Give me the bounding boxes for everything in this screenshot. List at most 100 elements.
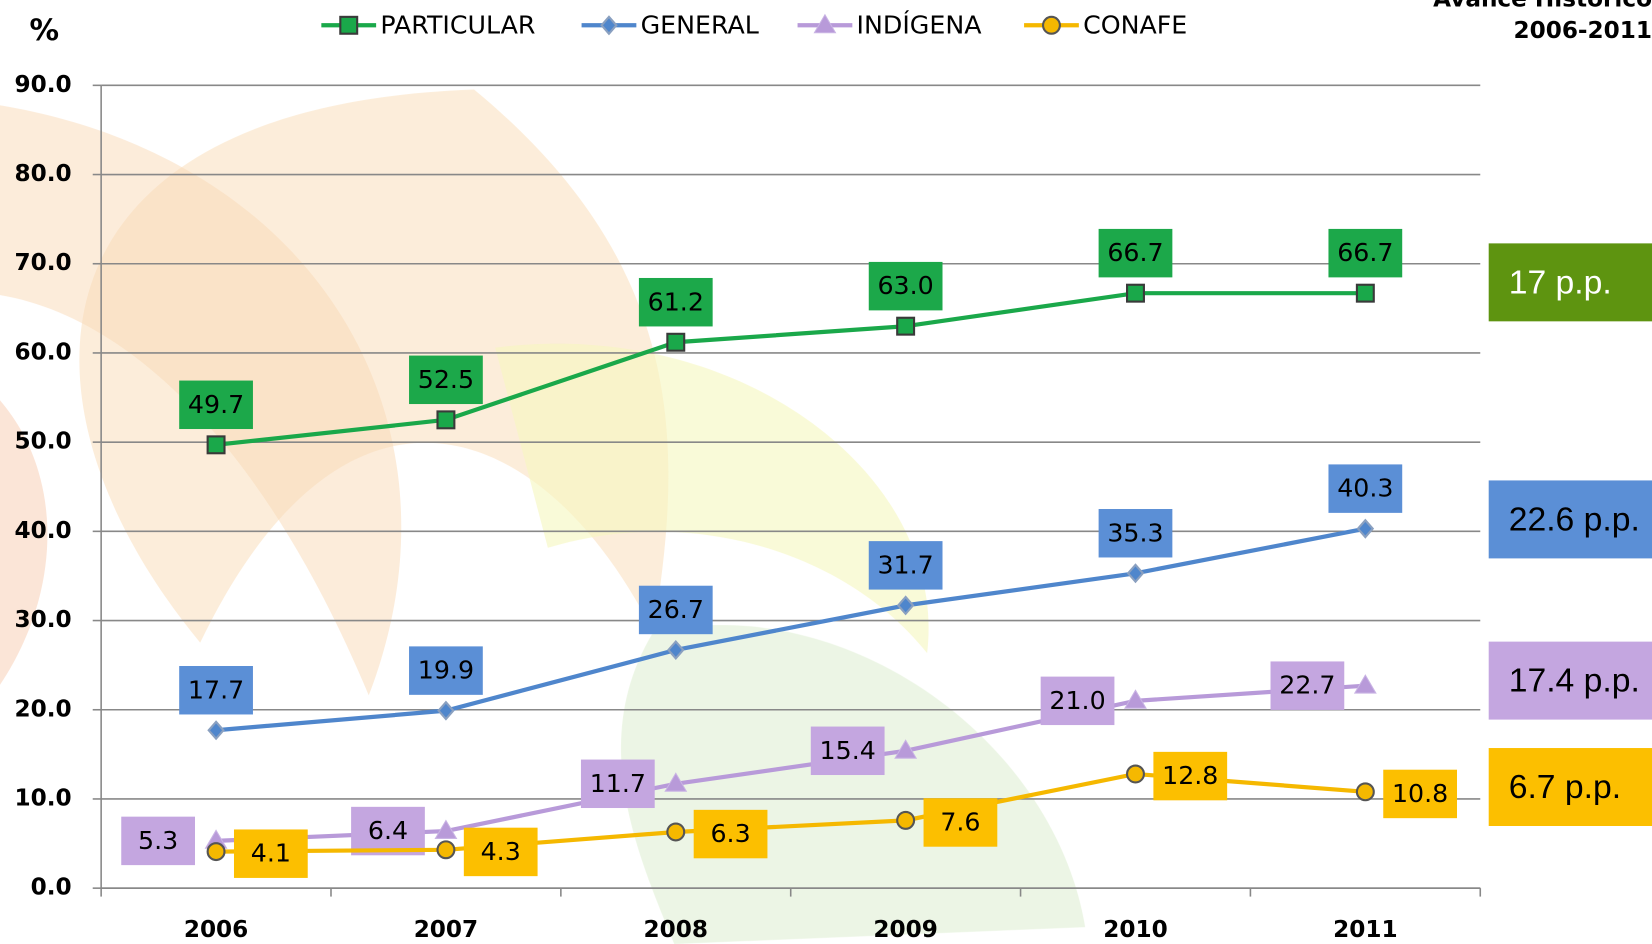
data-label-box xyxy=(923,798,998,847)
annotation-box xyxy=(1488,748,1652,826)
data-label: 5.3 xyxy=(138,826,178,855)
data-label: 40.3 xyxy=(1337,474,1393,503)
data-label-box xyxy=(1098,509,1173,558)
data-label-box xyxy=(810,726,885,776)
data-label-box xyxy=(693,809,768,859)
series: 17.7 19.9 26.7 31.7 35.3 40.3 xyxy=(179,464,1403,741)
y-tick-label: 60.0 xyxy=(15,338,72,365)
data-label: 61.2 xyxy=(648,287,704,316)
data-label-box xyxy=(1383,769,1458,819)
point xyxy=(434,819,458,839)
y-axis-label: % xyxy=(30,13,60,47)
data-label: 4.3 xyxy=(481,837,521,866)
point xyxy=(666,332,686,352)
annotation: 17 p.p. xyxy=(1509,263,1612,301)
series: 4.1 4.3 6.3 7.6 12.8 10.8 xyxy=(206,751,1458,878)
legend-label: GENERAL xyxy=(641,10,759,39)
data-label-box xyxy=(868,541,943,590)
data-label-box xyxy=(121,816,195,866)
point xyxy=(1126,563,1145,584)
point xyxy=(437,700,455,721)
point xyxy=(896,316,916,336)
data-label-box xyxy=(1098,228,1173,278)
series-line xyxy=(215,291,1366,447)
point xyxy=(1124,689,1147,709)
x-tick-label: 2008 xyxy=(644,916,708,943)
data-label-box xyxy=(1328,228,1403,278)
data-label-box xyxy=(1270,661,1345,710)
point xyxy=(206,435,226,455)
y-tick-label: 80.0 xyxy=(15,160,72,187)
x-tick-label: 2009 xyxy=(873,916,937,943)
annotation-box xyxy=(1488,480,1652,559)
data-label-box xyxy=(638,277,713,327)
data-label: 26.7 xyxy=(648,595,704,624)
data-label: 6.4 xyxy=(368,816,408,845)
data-label: 15.4 xyxy=(820,736,876,765)
legend-marker xyxy=(1041,15,1061,35)
data-label: 66.7 xyxy=(1107,238,1163,267)
point xyxy=(667,639,685,661)
data-label-box xyxy=(179,380,253,430)
point xyxy=(207,720,225,741)
data-label: 31.7 xyxy=(877,550,933,579)
data-label-box xyxy=(868,261,943,311)
point xyxy=(664,772,688,792)
data-label: 63.0 xyxy=(877,271,933,300)
data-label-box xyxy=(179,666,253,715)
series-line xyxy=(215,526,1366,733)
data-label-box xyxy=(580,759,655,809)
point xyxy=(1126,283,1145,303)
data-label-box xyxy=(233,829,308,878)
data-label: 22.7 xyxy=(1279,671,1335,700)
legend-label: CONAFE xyxy=(1083,10,1187,39)
data-label-box xyxy=(409,646,483,695)
data-label: 19.9 xyxy=(418,656,474,685)
data-label: 52.5 xyxy=(418,365,474,394)
point xyxy=(1356,518,1375,539)
legend-label: PARTICULAR xyxy=(380,10,535,39)
annotation: 22.6 p.p. xyxy=(1509,500,1640,538)
x-tick-label: 2010 xyxy=(1103,916,1167,943)
data-label-box xyxy=(463,827,538,877)
data-label: 66.7 xyxy=(1337,238,1393,267)
data-label-box xyxy=(638,585,713,635)
data-label-box xyxy=(1328,464,1403,513)
data-label: 17.7 xyxy=(188,675,244,704)
y-tick-label: 70.0 xyxy=(15,249,72,276)
legend-marker xyxy=(813,13,837,34)
data-label-box xyxy=(409,355,483,405)
y-tick-label: 30.0 xyxy=(15,606,72,633)
y-tick-label: 0.0 xyxy=(31,874,72,901)
point xyxy=(896,595,915,616)
data-label: 35.3 xyxy=(1107,518,1163,547)
annotation-box xyxy=(1488,243,1652,322)
chart-subtitle: 2006-2011 xyxy=(1513,17,1652,44)
data-label: 49.7 xyxy=(188,390,244,419)
point xyxy=(1355,782,1375,802)
point xyxy=(436,840,456,860)
y-tick-label: 40.0 xyxy=(15,517,72,544)
data-label: 6.3 xyxy=(710,819,750,848)
data-label: 7.6 xyxy=(940,808,980,837)
data-label-box xyxy=(351,806,425,856)
annotation-box xyxy=(1488,641,1652,720)
data-label-box xyxy=(1040,676,1115,726)
y-tick-label: 10.0 xyxy=(15,784,72,811)
series: 5.3 6.4 11.7 15.4 21.0 22.7 xyxy=(121,661,1377,866)
data-label-box xyxy=(1153,751,1228,801)
annotation: 17.4 p.p. xyxy=(1509,662,1640,700)
y-tick-label: 20.0 xyxy=(15,695,72,722)
data-label: 4.1 xyxy=(251,839,291,868)
annotation: 6.7 p.p. xyxy=(1509,768,1621,806)
point xyxy=(896,810,916,830)
point xyxy=(1353,674,1377,694)
series: 49.7 52.5 61.2 63.0 66.7 66.7 xyxy=(179,228,1403,455)
point xyxy=(1355,283,1375,303)
point xyxy=(1126,764,1145,784)
data-label: 12.8 xyxy=(1162,761,1218,790)
y-tick-label: 90.0 xyxy=(15,71,72,98)
data-label: 10.8 xyxy=(1392,779,1448,808)
x-tick-label: 2007 xyxy=(414,916,478,943)
